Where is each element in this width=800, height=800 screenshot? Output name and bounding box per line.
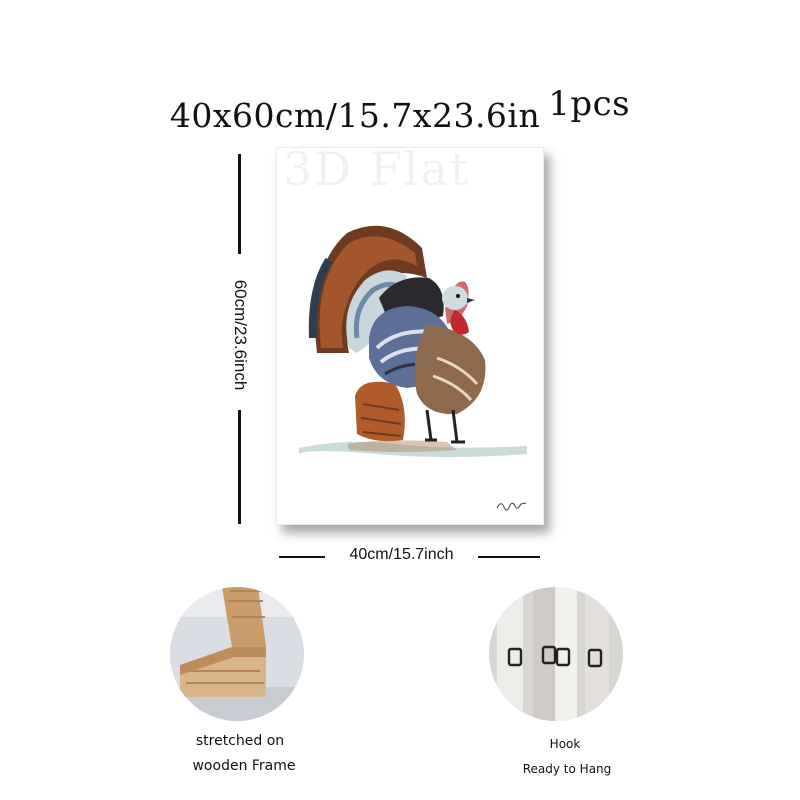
size-text: 40x60cm/15.7x23.6in [169, 96, 541, 135]
canvas-print: 3D Flat [276, 142, 544, 525]
artist-signature [496, 502, 527, 511]
turkey-artwork [299, 225, 527, 457]
frame-caption-line1: stretched on [195, 733, 285, 749]
width-dimension-line-right [478, 556, 540, 558]
width-dimension-label: 40cm/15.7inch [349, 546, 454, 563]
wooden-frame-photo [170, 587, 304, 721]
hook-photo [489, 587, 623, 721]
size-headline: 40x60cm/15.7x23.6in 1pcs [0, 84, 800, 136]
wooden-frame-corner-icon [170, 587, 304, 721]
width-dimension-line-left [279, 556, 325, 558]
watermark: 3D Flat [283, 142, 471, 196]
height-dimension-line-bottom [238, 410, 241, 524]
hanging-hook-icon [489, 587, 623, 721]
frame-caption-line2: wooden Frame [192, 758, 296, 774]
quantity-text: 1pcs [548, 84, 631, 124]
height-dimension-label: 60cm/23.6inch [231, 279, 250, 391]
height-dimension-line-top [238, 154, 241, 254]
hook-caption-line1: Hook [549, 737, 581, 751]
hook-caption-line2: Ready to Hang [522, 762, 612, 776]
